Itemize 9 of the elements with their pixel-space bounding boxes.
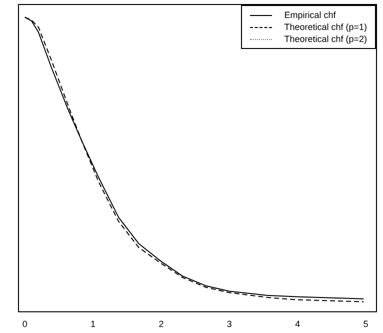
x-tick-label: 5 xyxy=(363,319,368,330)
x-tick-label: 4 xyxy=(295,319,300,330)
legend-label: Theoretical chf (p=1) xyxy=(284,22,367,32)
x-tick-label: 3 xyxy=(226,319,232,330)
x-tick-label: 0 xyxy=(22,319,28,330)
legend-label: Theoretical chf (p=2) xyxy=(284,34,367,44)
legend-label: Empirical chf xyxy=(284,10,336,20)
x-tick-label: 1 xyxy=(90,319,96,330)
x-tick-label: 2 xyxy=(158,319,164,330)
